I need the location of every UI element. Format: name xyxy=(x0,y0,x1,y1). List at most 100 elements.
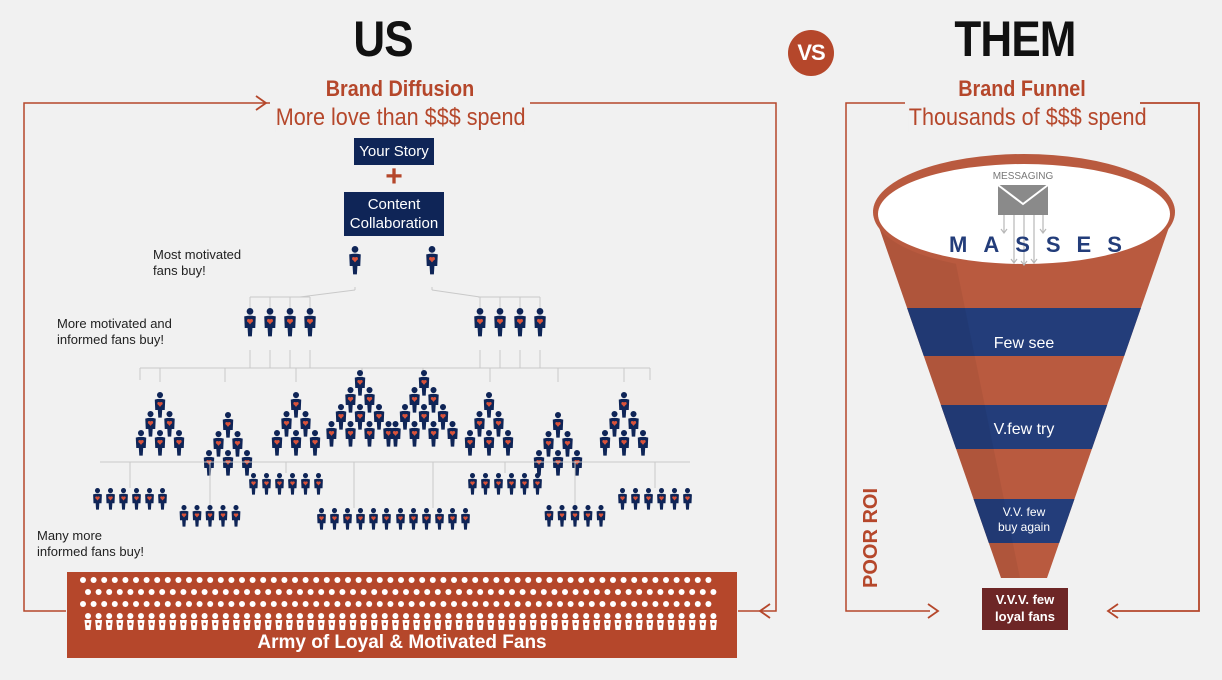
army-fan-head xyxy=(419,601,426,607)
fan-icon xyxy=(435,508,444,530)
army-fan-head xyxy=(445,613,452,619)
stage3-line: V.V. few xyxy=(1002,505,1046,519)
note-line: Many more xyxy=(37,528,103,543)
army-fan-head xyxy=(604,613,611,619)
army-fan-head xyxy=(228,577,235,583)
army-fan-head xyxy=(599,601,606,607)
army-fan-head xyxy=(186,577,192,583)
fan-icon xyxy=(290,392,302,418)
army-fan-head xyxy=(169,589,176,595)
fan-icon xyxy=(264,308,276,337)
fan-icon xyxy=(232,431,243,457)
army-fan-head xyxy=(689,589,696,595)
army-fan-head xyxy=(212,613,219,619)
army-fan-head xyxy=(525,577,532,583)
fan-icon xyxy=(326,421,337,447)
fan-icon xyxy=(437,404,449,430)
army-fan-head xyxy=(461,577,468,583)
army-fan-head xyxy=(567,601,574,607)
army-fan-head xyxy=(705,577,712,583)
army-fan-head xyxy=(498,613,505,619)
fan-icon xyxy=(483,430,495,456)
army-fan-head xyxy=(646,589,653,595)
army-fan-head xyxy=(297,589,303,595)
army-fan-head xyxy=(668,589,674,595)
army-fan-head xyxy=(265,613,272,619)
army-fan-head xyxy=(487,613,494,619)
army-fan-head xyxy=(355,601,362,607)
army-fan-head xyxy=(138,613,144,619)
army-fan-head xyxy=(657,613,664,619)
army-fan-heart xyxy=(627,622,630,626)
army-fan-head xyxy=(440,577,447,583)
army-fan-head xyxy=(493,577,500,583)
army-fan-head xyxy=(116,589,123,595)
army-fan-head xyxy=(175,601,182,607)
fan-icon xyxy=(468,473,477,495)
army-fan-head xyxy=(323,601,330,607)
fan-icon xyxy=(301,473,310,495)
army-fan-head xyxy=(525,601,532,607)
army-fan-head xyxy=(398,601,404,607)
army-fan-heart xyxy=(468,622,471,626)
army-fan-heart xyxy=(171,622,175,626)
army-fan-heart xyxy=(351,622,355,626)
army-fan-heart xyxy=(542,622,546,626)
army-fan-head xyxy=(615,613,621,619)
army-fan-head xyxy=(646,613,653,619)
army-fan-head xyxy=(689,613,696,619)
army-fan-heart xyxy=(203,622,206,626)
army-fan-head xyxy=(429,601,436,607)
plus-icon: + xyxy=(385,160,403,193)
fan-icon xyxy=(570,505,580,527)
army-fan-head xyxy=(403,613,409,619)
army-fan-head xyxy=(360,613,367,619)
army-fan-head xyxy=(514,577,521,583)
army-fan-head xyxy=(663,577,669,583)
army-fan-head xyxy=(307,613,314,619)
army-fan-head xyxy=(694,577,701,583)
fan-icon xyxy=(493,411,504,437)
army-fan-head xyxy=(191,589,197,595)
fan-icon xyxy=(275,473,284,495)
army-fan-heart xyxy=(182,622,185,626)
army-fan-head xyxy=(164,577,171,583)
army-fan-head xyxy=(254,613,261,619)
army-fan-head xyxy=(398,577,404,583)
fan-icon xyxy=(507,473,516,495)
army-fan-head xyxy=(127,589,134,595)
army-fan-head xyxy=(413,613,420,619)
army-fan-head xyxy=(424,613,431,619)
army-fan-head xyxy=(482,577,489,583)
army-banner: Army of Loyal & Motivated Fans xyxy=(67,572,737,658)
fan-icon xyxy=(231,505,241,527)
army-fan-head xyxy=(663,601,669,607)
note-many-more: Many more informed fans buy! xyxy=(37,528,144,560)
fan-icon xyxy=(132,488,141,510)
army-fan-head xyxy=(127,613,134,619)
fan-icon xyxy=(447,421,458,447)
poor-roi-label: POOR ROI xyxy=(860,487,882,588)
fan-icon xyxy=(317,508,326,530)
army-fan-head xyxy=(90,577,97,583)
army-fan-head xyxy=(95,589,102,595)
army-fan-heart xyxy=(553,622,556,626)
army-fan-head xyxy=(381,589,388,595)
army-fan-head xyxy=(334,577,341,583)
army-fan-head xyxy=(260,601,267,607)
army-fan-head xyxy=(355,577,362,583)
fan-icon xyxy=(494,473,503,495)
army-fan-head xyxy=(196,601,203,607)
fan-icon xyxy=(583,505,593,527)
note-more-motivated: More motivated and informed fans buy! xyxy=(57,316,172,348)
army-fan-heart xyxy=(680,622,683,626)
fan-icon xyxy=(354,370,366,396)
army-fan-heart xyxy=(107,622,111,626)
army-fan-head xyxy=(260,577,267,583)
army-fan-heart xyxy=(425,622,429,626)
fan-icon xyxy=(135,430,147,456)
army-fan-head xyxy=(493,601,500,607)
army-fan-head xyxy=(297,613,303,619)
army-fan-head xyxy=(684,577,691,583)
